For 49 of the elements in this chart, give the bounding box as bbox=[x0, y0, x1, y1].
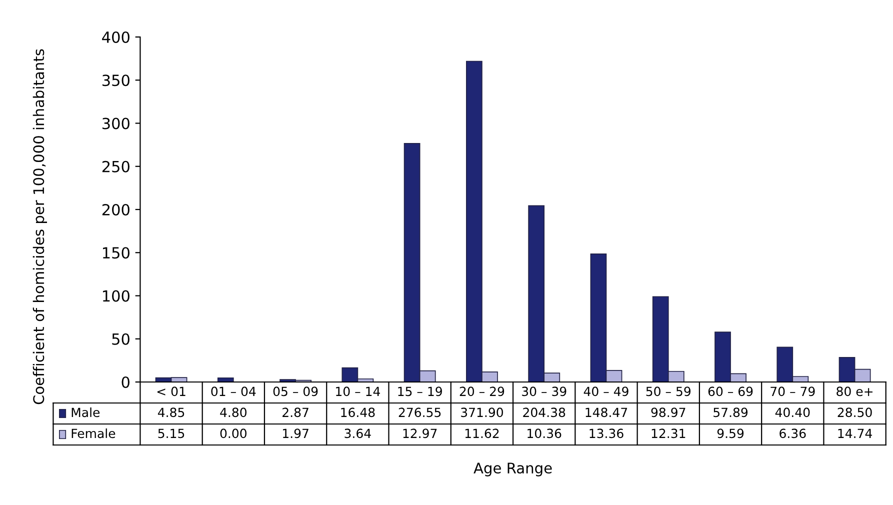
data-label: 276.55 bbox=[398, 408, 441, 418]
legend-label: Female bbox=[72, 428, 116, 438]
data-label: 98.97 bbox=[651, 408, 686, 418]
x-axis-title: Age Range bbox=[474, 462, 552, 476]
x-tick-label: 70 – 79 bbox=[770, 386, 815, 396]
data-label: 28.50 bbox=[838, 408, 872, 418]
data-label: 16.48 bbox=[341, 408, 375, 418]
y-tick-label: 400 bbox=[102, 31, 130, 44]
legend-label: Male bbox=[72, 407, 100, 418]
data-label: 13.36 bbox=[590, 428, 624, 438]
x-tick-label: 30 – 39 bbox=[522, 386, 566, 396]
data-label: 10.36 bbox=[528, 428, 562, 438]
x-tick-label: 50 – 59 bbox=[646, 386, 690, 396]
x-tick-label: 05 – 09 bbox=[273, 386, 318, 396]
y-tick-label: 0 bbox=[122, 376, 130, 388]
data-label: 204.38 bbox=[523, 408, 566, 418]
x-tick-label: 15 – 19 bbox=[398, 386, 442, 396]
data-label: 14.74 bbox=[838, 428, 872, 438]
y-tick-label: 100 bbox=[102, 290, 130, 302]
x-tick-label: 10 – 14 bbox=[336, 386, 380, 396]
data-label: 12.97 bbox=[403, 428, 437, 438]
data-label: 4.80 bbox=[220, 408, 246, 418]
y-tick-label: 350 bbox=[102, 74, 130, 86]
data-label: 148.47 bbox=[586, 408, 628, 418]
data-label: 12.31 bbox=[652, 428, 686, 438]
data-label: 4.85 bbox=[158, 408, 184, 418]
data-label: 2.87 bbox=[282, 408, 308, 418]
data-label: 3.64 bbox=[344, 428, 371, 438]
data-label: 6.36 bbox=[780, 428, 806, 438]
data-label: 40.40 bbox=[775, 408, 810, 418]
y-axis-title: Coefficient of homicides per 100,000 inhabitants bbox=[32, 49, 47, 404]
data-label: 5.15 bbox=[158, 428, 184, 438]
data-label: 11.62 bbox=[465, 428, 499, 438]
data-label: 9.59 bbox=[717, 428, 744, 438]
data-label: 1.97 bbox=[283, 428, 308, 438]
x-tick-label: 60 – 69 bbox=[708, 386, 753, 396]
data-label: 57.89 bbox=[714, 408, 748, 418]
data-label: 371.90 bbox=[461, 408, 503, 418]
x-tick-label: 40 – 49 bbox=[584, 386, 628, 396]
y-tick-label: 250 bbox=[102, 160, 130, 172]
data-label: 0.00 bbox=[220, 428, 246, 438]
y-tick-label: 300 bbox=[102, 118, 130, 130]
y-tick-label: 50 bbox=[112, 333, 130, 345]
y-tick-label: 200 bbox=[102, 204, 130, 216]
y-tick-label: 150 bbox=[102, 247, 130, 259]
x-tick-label: < 01 bbox=[157, 386, 186, 396]
x-tick-label: 20 – 29 bbox=[460, 386, 504, 396]
x-tick-label: 01 – 04 bbox=[211, 386, 256, 396]
x-tick-label: 80 e+ bbox=[836, 386, 872, 396]
